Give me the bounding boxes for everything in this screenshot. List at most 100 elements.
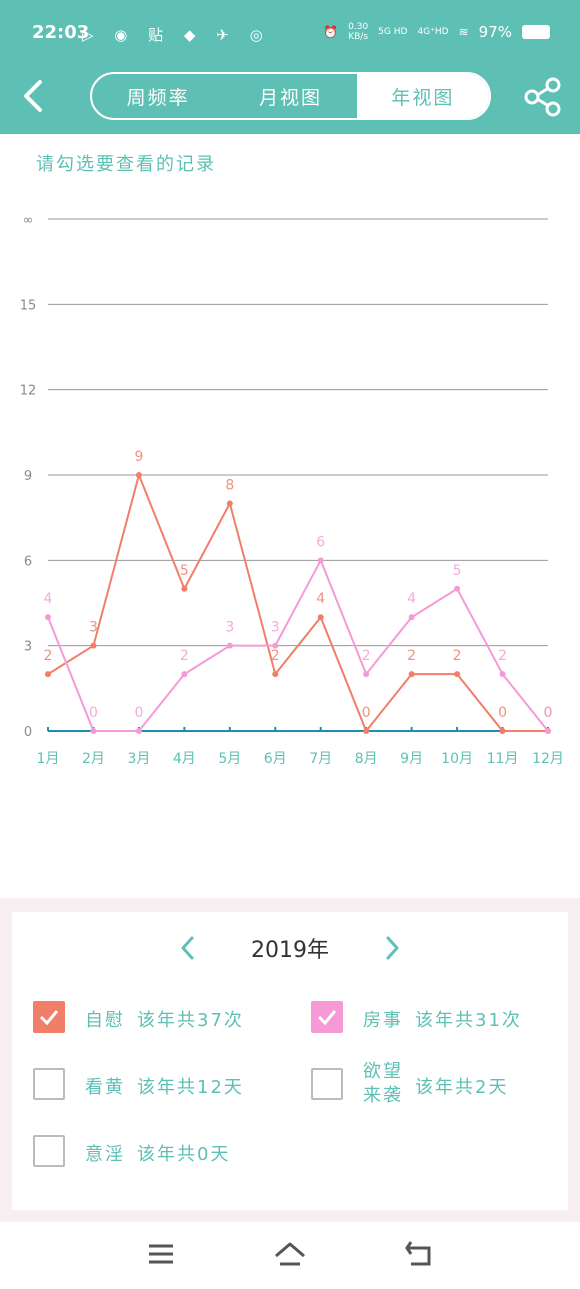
y-tick-label: 6 xyxy=(24,554,32,569)
chevron-left-icon xyxy=(181,936,194,960)
data-point xyxy=(226,500,233,507)
select-hint: 请勾选要查看的记录 xyxy=(36,154,216,175)
data-label: 4 xyxy=(407,591,416,607)
status-right: ⏰ 0.30 KB/s 5G HD 4G⁺HD ≋ 97% xyxy=(323,22,550,42)
net-speed: 0.30 KB/s xyxy=(348,22,369,42)
data-point xyxy=(363,728,370,734)
data-label: 4 xyxy=(316,591,325,607)
data-point xyxy=(408,671,415,678)
data-point xyxy=(499,728,506,734)
wifi-icon: ≋ xyxy=(458,25,469,39)
data-label: 2 xyxy=(44,648,53,664)
y-tick-label: 12 xyxy=(20,384,37,399)
status-bar: 22:03 ▷ ◉ 贴 ◆ ✈ ◎ ⏰ 0.30 KB/s 5G HD 4G⁺HD… xyxy=(0,0,580,70)
signal-4g: 4G⁺HD xyxy=(417,27,449,37)
tab-yearly[interactable]: 年视图 xyxy=(356,74,489,118)
x-tick-label: 2月 xyxy=(82,751,105,767)
y-tick-label: ∞ xyxy=(23,213,34,228)
data-point xyxy=(272,671,279,678)
menu-button[interactable] xyxy=(143,1236,179,1272)
home-icon xyxy=(275,1242,305,1266)
x-tick-label: 11月 xyxy=(487,751,519,767)
chevron-right-icon xyxy=(386,936,399,960)
data-label: 0 xyxy=(544,705,553,721)
data-point xyxy=(545,728,551,734)
record-name-porn: 看黄 xyxy=(85,1077,125,1098)
year-label: 2019年 xyxy=(251,938,329,963)
tab-weekly[interactable]: 周频率 xyxy=(126,86,190,109)
data-label: 6 xyxy=(316,534,325,550)
checkbox-masturbation[interactable] xyxy=(33,1001,65,1033)
record-panel xyxy=(12,912,568,1210)
y-tick-label: 9 xyxy=(24,469,32,484)
series-line-intercourse xyxy=(47,557,549,732)
data-point xyxy=(454,585,461,592)
data-label: 0 xyxy=(362,705,371,721)
signal-5g: 5G HD xyxy=(378,27,408,37)
data-point xyxy=(181,671,188,678)
x-tick-label: 8月 xyxy=(355,751,378,767)
record-name-intercourse: 房事 xyxy=(363,1010,403,1031)
tab-monthly[interactable]: 月视图 xyxy=(258,86,322,109)
menu-icon xyxy=(149,1244,173,1264)
data-label: 3 xyxy=(225,620,234,636)
data-point xyxy=(454,671,461,678)
data-point xyxy=(45,671,51,678)
status-time: 22:03 xyxy=(32,22,90,43)
data-label: 3 xyxy=(271,620,280,636)
series-line-masturbation xyxy=(47,471,548,733)
data-point xyxy=(226,642,233,649)
prev-year-button[interactable] xyxy=(176,934,200,962)
x-tick-label: 1月 xyxy=(37,751,60,767)
data-label: 0 xyxy=(134,705,143,721)
back-button[interactable] xyxy=(18,76,50,116)
chevron-left-icon xyxy=(24,80,42,112)
data-point xyxy=(317,557,324,564)
view-tabs: 周频率 月视图 年视图 xyxy=(90,72,491,120)
data-label: 2 xyxy=(498,648,507,664)
record-name-desire: 欲望 来袭 xyxy=(363,1061,403,1106)
data-point xyxy=(90,642,97,649)
share-button[interactable] xyxy=(522,76,564,118)
checkbox-fantasy[interactable] xyxy=(33,1135,65,1167)
home-button[interactable] xyxy=(272,1236,308,1272)
checkbox-desire[interactable] xyxy=(311,1068,343,1100)
data-label: 2 xyxy=(271,648,280,664)
x-tick-label: 9月 xyxy=(400,751,423,767)
data-label: 2 xyxy=(180,648,189,664)
alarm-icon: ⏰ xyxy=(323,25,339,39)
y-tick-label: 3 xyxy=(24,640,32,655)
checkbox-porn[interactable] xyxy=(33,1068,65,1100)
data-label: 2 xyxy=(453,648,462,664)
app-header: 22:03 ▷ ◉ 贴 ◆ ✈ ◎ ⏰ 0.30 KB/s 5G HD 4G⁺HD… xyxy=(0,0,580,134)
data-label: 5 xyxy=(453,563,462,579)
data-label: 8 xyxy=(225,477,234,493)
share-icon xyxy=(524,77,561,117)
x-tick-label: 10月 xyxy=(441,751,473,767)
data-point xyxy=(135,728,142,734)
x-tick-label: 6月 xyxy=(264,751,287,767)
x-tick-label: 3月 xyxy=(127,751,150,767)
battery-percent: 97% xyxy=(478,23,512,41)
data-point xyxy=(45,614,51,621)
battery-icon xyxy=(522,25,550,39)
checkbox-intercourse[interactable] xyxy=(311,1001,343,1033)
y-tick-label: 15 xyxy=(20,298,37,313)
data-label: 5 xyxy=(180,563,189,579)
next-year-button[interactable] xyxy=(380,934,404,962)
data-label: 0 xyxy=(544,705,553,721)
back-icon xyxy=(405,1241,431,1266)
record-stat-intercourse: 该年共31次 xyxy=(415,1010,522,1031)
record-stat-masturbation: 该年共37次 xyxy=(137,1010,244,1031)
data-label: 3 xyxy=(89,620,98,636)
y-tick-label: 0 xyxy=(24,725,32,740)
system-nav-bar xyxy=(0,1222,580,1289)
record-stat-porn: 该年共12天 xyxy=(137,1077,244,1098)
x-tick-label: 5月 xyxy=(218,751,241,767)
record-stat-fantasy: 该年共0天 xyxy=(137,1144,231,1165)
data-label: 4 xyxy=(44,591,53,607)
data-point xyxy=(272,642,279,649)
check-icon xyxy=(317,1010,337,1026)
back-nav-button[interactable] xyxy=(401,1236,437,1272)
